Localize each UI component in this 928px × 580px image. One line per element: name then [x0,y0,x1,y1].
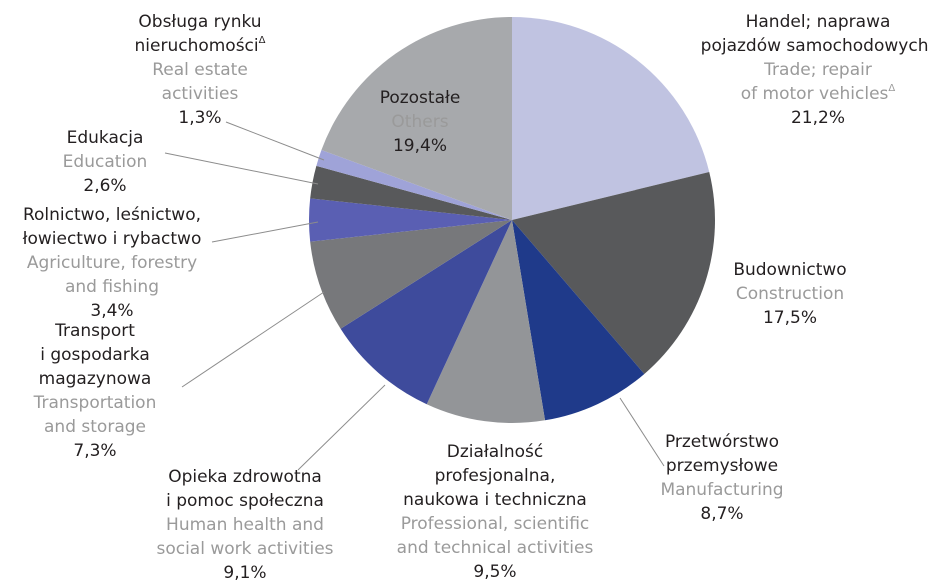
slice-label-en: Real estate [152,60,248,80]
slice-label-en: Construction [736,284,844,304]
slice-label-en: and technical activities [397,538,594,558]
pie-slice [512,171,715,374]
leader-line [225,121,325,161]
slice-label-en: Professional, scientific [401,514,590,534]
slice-label: i gospodarka [40,345,150,365]
slice-label: magazynowa [39,369,152,389]
slice-label-en: and storage [44,417,146,437]
slice-label: Opieka zdrowotna [168,467,322,487]
slice-label: przemysłowe [666,456,778,476]
slice-label: łowiectwo i rybactwo [23,229,202,249]
value-label: 21,2% [791,108,845,128]
leader-line [297,384,386,471]
slice-label-en: Transportation [33,393,157,413]
value-label: 9,1% [223,563,266,580]
slice-label: pojazdów samochodowychΔ [701,35,928,56]
slice-label: naukowa i techniczna [403,490,587,510]
slice-label: Pozostałe [380,88,461,108]
pie-slice [316,150,512,220]
pie-slice [310,165,512,220]
leader-line [211,221,319,243]
slice-label-en: Education [63,152,148,172]
slice-label: nieruchomościΔ [135,35,266,56]
slice-label-en: Others [391,112,448,132]
slice-label: Budownictwo [733,260,846,280]
slice-label-en: activities [162,84,239,104]
slice-label-en: Trade; repair [763,60,872,80]
pie-slice [308,198,512,242]
pie-slice [512,17,710,220]
slice-label-en: and fishing [65,277,159,297]
slice-label-en: social work activities [156,539,333,559]
slice-label: Obsługa rynku [138,12,261,32]
pie-slice [512,220,645,421]
slice-label-en: Manufacturing [660,480,783,500]
value-label: 17,5% [763,308,817,328]
slice-label-en: Human health and [166,515,324,535]
value-label: 2,6% [83,176,126,196]
leader-line [181,291,325,388]
value-label: 8,7% [700,504,743,524]
leader-line [164,152,319,185]
slice-label: profesjonalna, [435,466,556,486]
slice-label: Działalność [447,442,544,462]
value-label: 1,3% [178,108,221,128]
value-label: 19,4% [393,136,447,156]
pie-slice [310,220,512,329]
slice-label-en: Agriculture, forestry [27,253,197,273]
slice-label-en: of motor vehiclesΔ [741,83,896,104]
value-label: 3,4% [90,301,133,321]
slice-label: Przetwórstwo [665,432,779,452]
slice-label: Handel; naprawa [746,12,891,32]
value-label: 7,3% [73,441,116,461]
slice-label: Edukacja [67,128,144,148]
leader-line [619,397,665,467]
slice-label: i pomoc społeczna [166,491,324,511]
pie-slice [426,220,546,423]
slice-label: Transport [54,321,135,341]
pie-slice [321,17,512,220]
pie-slice [340,220,512,405]
value-label: 9,5% [473,562,516,580]
slice-label: Rolnictwo, leśnictwo, [23,205,201,225]
